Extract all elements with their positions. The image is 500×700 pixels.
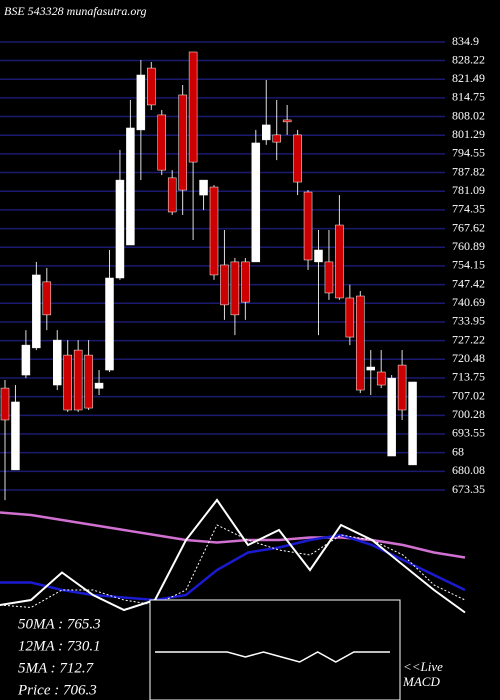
candle-body <box>115 179 125 279</box>
y-tick-label: 747.42 <box>452 276 485 290</box>
candle-body <box>387 377 396 457</box>
y-tick-label: 834.9 <box>452 34 479 48</box>
y-tick-label: 740.69 <box>452 295 485 309</box>
y-tick-label: 727.22 <box>452 332 485 346</box>
y-tick-label: 720.48 <box>452 351 485 365</box>
y-tick-label: 693.55 <box>452 426 485 440</box>
candle-body <box>199 179 208 196</box>
legend-text: Price : 706.3 <box>17 682 97 698</box>
y-tick-label: 713.75 <box>452 370 485 384</box>
candle-body <box>282 119 292 123</box>
chart-title: BSE 543328 munafasutra.org <box>4 4 147 18</box>
candle-body <box>84 354 93 409</box>
candle-body <box>241 261 250 303</box>
candle-body <box>209 186 219 276</box>
candle-body <box>356 295 365 391</box>
candle-body <box>230 261 240 316</box>
candle-body <box>293 134 302 183</box>
candle-body <box>376 371 386 386</box>
candle-body <box>251 142 261 263</box>
candle-body <box>335 224 344 299</box>
y-tick-label: 787.82 <box>452 164 485 178</box>
candle-body <box>0 387 10 421</box>
indicator-line <box>0 498 466 614</box>
macd-label-part: MACD <box>402 674 440 689</box>
legend-text: 5MA : 712.7 <box>18 660 95 676</box>
candle-body <box>63 354 72 411</box>
candle-body <box>157 114 166 171</box>
indicator-line <box>0 524 466 609</box>
candle-body <box>272 134 281 143</box>
y-tick-label: 754.15 <box>452 258 485 272</box>
y-tick-label: 821.49 <box>452 71 485 85</box>
macd-label: <<Live MACD <box>402 659 443 689</box>
y-tick-label: 814.75 <box>452 90 485 104</box>
indicator-line <box>0 511 466 559</box>
macd-panel <box>149 599 401 700</box>
candle-body <box>397 364 407 411</box>
candle-body <box>220 264 229 306</box>
y-tick-label: 673.35 <box>452 482 485 496</box>
y-tick-label: 808.02 <box>452 108 485 122</box>
candle-body <box>126 127 135 246</box>
candle-body <box>32 274 41 349</box>
candle-body <box>178 94 187 191</box>
candle-body <box>11 401 20 471</box>
y-tick-label: 707.02 <box>452 388 485 402</box>
candle-body <box>53 339 62 386</box>
y-tick-label: 700.28 <box>452 407 485 421</box>
candle-body <box>303 191 313 261</box>
y-tick-label: 767.62 <box>452 220 485 234</box>
candle-body <box>94 382 104 389</box>
candle-body <box>324 261 334 294</box>
y-tick-label: 68 <box>452 444 464 458</box>
legend-text: 12MA : 730.1 <box>18 638 101 654</box>
macd-line <box>155 651 390 663</box>
candle-body <box>314 249 323 263</box>
candle-body <box>262 124 271 141</box>
candle-body <box>345 297 355 338</box>
candle-body <box>188 51 198 163</box>
y-tick-label: 680.08 <box>452 463 485 477</box>
candle-body <box>366 366 375 371</box>
y-tick-label: 801.29 <box>452 127 485 141</box>
candle-body <box>105 277 114 371</box>
candle-body <box>73 349 83 411</box>
candle-body <box>136 74 146 131</box>
candle-body <box>21 344 31 376</box>
candle-body <box>42 281 52 316</box>
candle-body <box>167 177 177 213</box>
candle-body <box>408 381 417 466</box>
y-tick-label: 781.09 <box>452 183 485 197</box>
y-tick-label: 733.95 <box>452 314 485 328</box>
candle-body <box>147 67 156 106</box>
legend-text: 50MA : 765.3 <box>18 616 101 632</box>
y-tick-label: 774.35 <box>452 202 485 216</box>
y-tick-label: 794.55 <box>452 146 485 160</box>
y-tick-label: 828.22 <box>452 52 485 66</box>
y-tick-label: 760.89 <box>452 239 485 253</box>
macd-label-part: <<Live <box>403 659 443 674</box>
